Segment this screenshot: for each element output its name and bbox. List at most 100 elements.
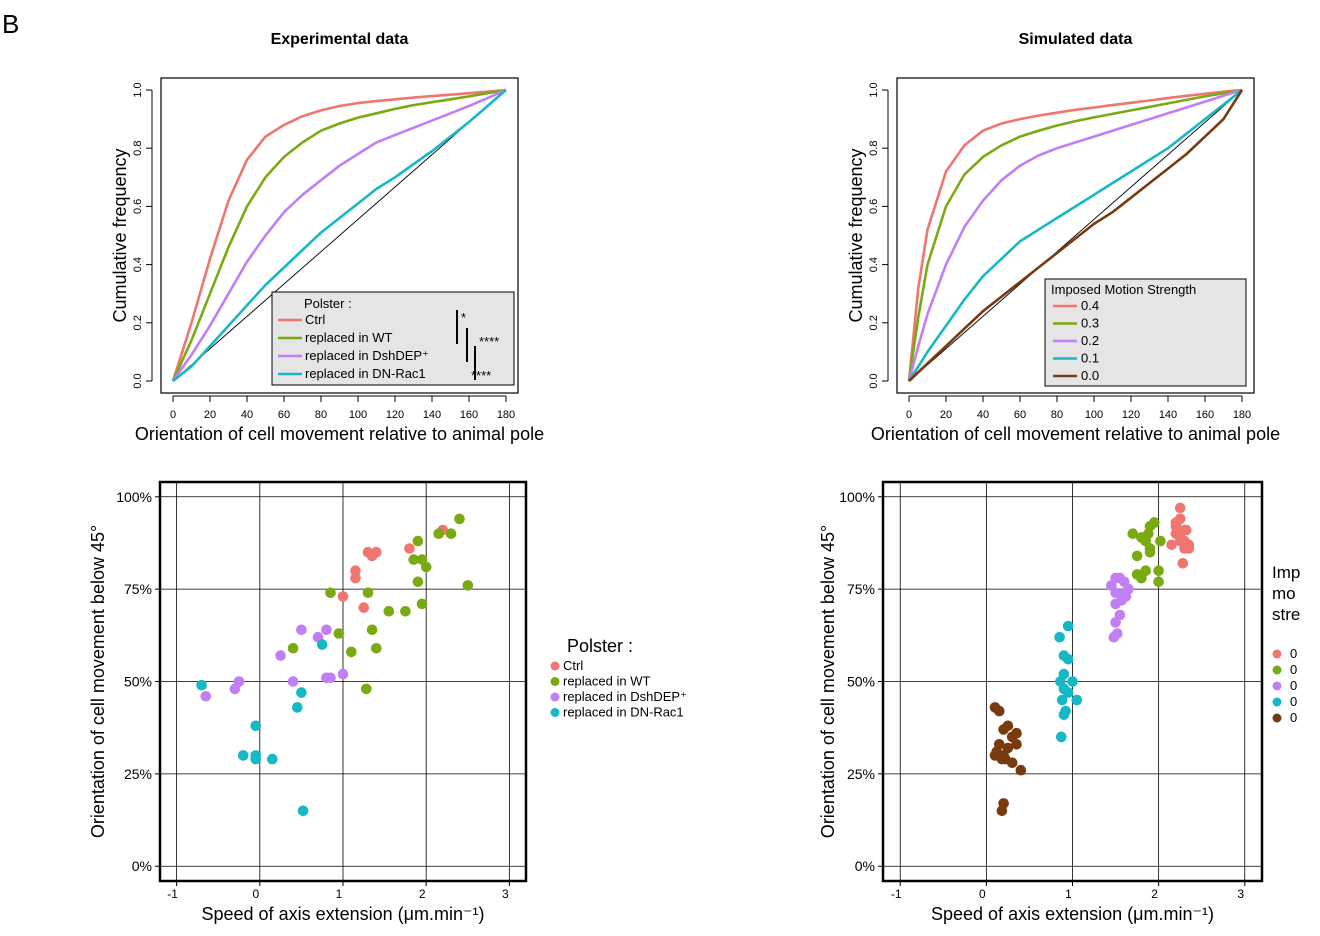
legend-marker [1272, 713, 1282, 723]
data-point-0-0 [998, 798, 1009, 809]
y-tick-label: 75% [124, 581, 152, 597]
x-tick-label: 100 [349, 409, 367, 421]
legend-marker [550, 661, 560, 671]
data-point-0-4 [1183, 539, 1195, 551]
legend-title: Imposed Motion Strength [1051, 282, 1196, 297]
legend-entry: replaced in DN-Rac1 [305, 366, 426, 381]
data-point-0-3 [1149, 517, 1160, 528]
y-tick-label: 50% [124, 674, 152, 690]
x-tick-label: 3 [502, 887, 509, 901]
x-tick-label: 0 [170, 409, 176, 421]
legend-entry: Ctrl [563, 658, 583, 673]
x-tick-label: 0 [906, 409, 912, 421]
data-point-replaced-in-WT [408, 554, 420, 565]
data-point-replaced-in-WT [325, 587, 336, 599]
data-point-0-0 [1011, 727, 1022, 739]
legend-marker [550, 708, 560, 717]
legend-entry: Ctrl [305, 312, 325, 327]
y-tick-label: 1.0 [868, 82, 880, 97]
series-line-0-4 [907, 88, 1243, 382]
y-tick-label: 0.2 [868, 315, 880, 330]
y-tick-label: 25% [847, 766, 875, 782]
x-tick-label: 1 [1065, 887, 1072, 901]
data-point-0-1 [1062, 654, 1074, 665]
data-point-replaced-in-DN-Rac1 [267, 753, 278, 765]
data-point-replaced-in-WT [454, 513, 465, 525]
legend-entry: replaced in DshDEP⁺ [563, 689, 687, 704]
data-point-replaced-in-WT [383, 606, 395, 617]
plot-frame [896, 77, 1255, 394]
x-tick-label: -1 [891, 887, 902, 901]
series-line-0-0 [908, 89, 1244, 382]
legend-entry: 0.0 [1081, 368, 1099, 383]
x-tick-label: -1 [167, 887, 178, 901]
x-tick-label: 180 [497, 409, 515, 421]
data-point-replaced-in-WT [412, 535, 424, 547]
data-point-replaced-in-WT [371, 643, 382, 654]
data-point-replaced-in-DN-Rac1 [196, 679, 207, 691]
legend-title-line: mo [1272, 584, 1296, 603]
data-point-replaced-in-WT [462, 580, 474, 591]
data-point-replaced-in-WT [400, 606, 411, 617]
x-tick-label: 40 [977, 409, 989, 421]
y-tick-label: 0.6 [868, 199, 880, 214]
legend-marker [1272, 697, 1282, 707]
y-tick-label: 25% [124, 766, 152, 782]
legend-entry: replaced in DshDEP⁺ [305, 348, 429, 363]
data-point-replaced-in-WT [287, 643, 299, 654]
x-tick-label: 120 [1122, 409, 1140, 421]
legend-entry: 0.3 [1081, 316, 1099, 331]
y-tick-label: 75% [847, 581, 875, 597]
legend-marker [1272, 681, 1282, 691]
data-point-replaced-in-DN-Rac1 [250, 750, 261, 761]
legend-entry: 0 [1290, 694, 1297, 709]
legend-marker [550, 692, 560, 702]
chart-title: Experimental data [271, 31, 409, 48]
data-point-0-4 [1166, 539, 1177, 551]
x-axis-label: Orientation of cell movement relative to… [871, 424, 1280, 444]
y-tick-label: 100% [116, 489, 152, 505]
chart-sim-cdf: Simulated data 0 20 40 60 80 100 120 140 160 180 0.… [846, 31, 1280, 444]
series-line-0-1 [907, 88, 1243, 382]
data-point-replaced-in-WT [333, 628, 345, 639]
y-tick-label: 0.0 [868, 373, 880, 388]
x-tick-label: 0 [979, 887, 986, 901]
x-tick-label: 60 [278, 409, 290, 421]
y-tick-label: 0.4 [132, 257, 144, 272]
legend-title: Polster : [304, 296, 352, 311]
chart-title: Simulated data [1019, 31, 1133, 48]
x-tick-label: 100 [1085, 409, 1103, 421]
data-point-0-3 [1155, 535, 1166, 547]
data-point-replaced-in-DN-Rac1 [316, 639, 328, 650]
x-tick-label: 160 [460, 409, 478, 421]
data-point-0-0 [1011, 739, 1022, 750]
significance-label: **** [479, 334, 499, 349]
data-point-0-4 [1170, 517, 1182, 528]
data-point-0-1 [1056, 731, 1067, 743]
x-tick-label: 2 [419, 887, 426, 901]
data-point-0-3 [1143, 528, 1154, 539]
y-tick-label: 1.0 [132, 82, 144, 97]
series-line-0-2 [907, 88, 1243, 382]
x-tick-label: 3 [1237, 887, 1244, 901]
legend-entry: replaced in WT [563, 674, 650, 689]
legend-entry: 0 [1290, 646, 1297, 661]
y-tick-label: 50% [847, 674, 875, 690]
data-point-replaced-in-WT [361, 683, 372, 695]
data-point-replaced-in-WT [433, 528, 445, 539]
data-point-replaced-in-DN-Rac1 [250, 720, 261, 732]
x-tick-label: 20 [204, 409, 216, 421]
panel-label: B [2, 9, 19, 39]
legend-title-line: Imp [1272, 563, 1300, 582]
legend-entry: 0 [1290, 662, 1297, 677]
legend-marker [1272, 649, 1282, 659]
chart-exp-scatter: -1 0 1 2 3 0% 25% 50% 75% 100% Speed of axis exten… [88, 480, 687, 924]
diagonal-reference-line [172, 89, 507, 382]
data-point-replaced-in-WT [445, 528, 457, 539]
diagonal-reference-line [908, 89, 1243, 382]
x-tick-label: 20 [940, 409, 952, 421]
data-point-0-4 [1177, 558, 1189, 569]
data-point-replaced-in-DshDEP- [275, 650, 286, 661]
data-point-0-2 [1110, 587, 1121, 599]
